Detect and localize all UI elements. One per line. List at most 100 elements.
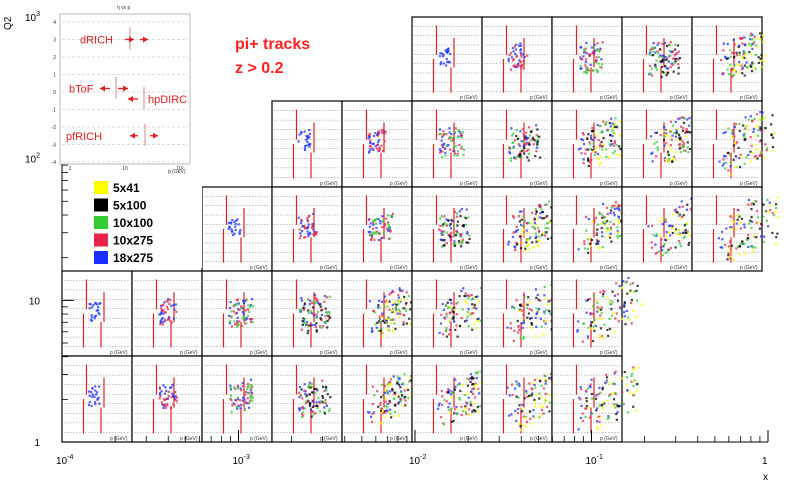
track-point <box>747 203 750 206</box>
track-point <box>248 305 252 308</box>
track-point <box>729 256 732 260</box>
track-point <box>612 223 616 226</box>
track-point <box>239 407 242 410</box>
track-point <box>745 128 748 131</box>
track-point <box>388 408 392 411</box>
track-point <box>741 66 745 70</box>
track-point <box>760 222 763 226</box>
track-point <box>445 218 448 221</box>
track-point <box>592 219 596 222</box>
track-point <box>515 241 518 244</box>
panel-xlabel: p (GeV) <box>250 350 268 356</box>
track-point <box>389 229 392 232</box>
track-point <box>588 53 591 56</box>
track-point <box>451 317 454 321</box>
x-tick-label: 1 <box>762 456 768 467</box>
track-point <box>316 406 319 410</box>
track-point <box>683 231 687 234</box>
track-point <box>398 310 402 313</box>
track-point <box>585 389 588 392</box>
track-point <box>727 127 730 130</box>
track-point <box>449 235 452 238</box>
track-point <box>404 307 407 310</box>
track-point <box>323 300 326 303</box>
track-point <box>523 219 526 223</box>
track-point <box>733 142 737 145</box>
track-point <box>612 403 616 406</box>
track-point <box>455 302 458 305</box>
track-point <box>650 152 653 155</box>
track-point <box>381 409 385 412</box>
track-point <box>378 315 381 318</box>
track-point <box>446 301 449 304</box>
track-point <box>403 389 406 392</box>
track-point <box>240 404 243 407</box>
track-point <box>666 234 669 238</box>
track-point <box>512 147 515 150</box>
track-point <box>525 229 528 232</box>
track-point <box>618 154 622 157</box>
track-point <box>764 143 767 146</box>
track-point <box>598 386 601 389</box>
track-point <box>298 228 301 231</box>
track-point <box>519 151 522 154</box>
track-point <box>584 64 587 67</box>
track-point <box>229 221 233 224</box>
track-point <box>521 309 524 312</box>
track-point <box>738 51 741 54</box>
track-point <box>305 144 308 147</box>
track-point <box>463 408 466 411</box>
track-point <box>398 315 401 318</box>
track-point <box>373 394 376 397</box>
panel-frame <box>481 100 553 188</box>
track-point <box>461 308 464 311</box>
track-point <box>475 327 478 330</box>
track-point <box>605 230 608 233</box>
track-point <box>663 242 666 246</box>
track-point <box>579 56 582 59</box>
track-point <box>527 159 530 162</box>
track-point <box>622 402 626 405</box>
track-point <box>591 397 594 400</box>
track-point <box>459 389 462 393</box>
track-point <box>681 140 684 143</box>
track-point <box>161 309 164 312</box>
track-point <box>443 398 446 402</box>
track-point <box>329 396 332 399</box>
track-point <box>306 298 310 301</box>
track-point <box>378 299 381 303</box>
track-point <box>663 159 667 162</box>
track-point <box>531 422 534 425</box>
track-point <box>477 387 480 390</box>
track-point <box>94 403 97 406</box>
track-point <box>667 224 671 228</box>
track-point <box>308 384 311 387</box>
panel-frame <box>621 186 693 272</box>
track-point <box>664 55 667 59</box>
track-point <box>623 304 626 307</box>
track-point <box>453 233 456 236</box>
track-point <box>719 59 723 62</box>
track-point <box>229 315 232 318</box>
track-point <box>600 66 603 69</box>
track-point <box>594 59 598 62</box>
track-point <box>669 65 672 69</box>
track-point <box>372 309 375 313</box>
track-point <box>730 220 733 223</box>
track-point <box>596 299 599 302</box>
track-point <box>447 233 450 236</box>
track-point <box>611 142 614 146</box>
track-point <box>454 145 458 148</box>
panel-xlabel: p (GeV) <box>530 350 548 356</box>
track-point <box>664 128 667 131</box>
track-point <box>456 232 460 235</box>
track-point <box>617 217 620 220</box>
track-point <box>730 173 733 176</box>
track-point <box>159 312 162 316</box>
track-point <box>309 408 313 411</box>
track-point <box>508 150 511 153</box>
track-point <box>400 394 404 397</box>
track-point <box>619 120 622 123</box>
track-point <box>513 65 517 69</box>
track-point <box>579 386 582 389</box>
